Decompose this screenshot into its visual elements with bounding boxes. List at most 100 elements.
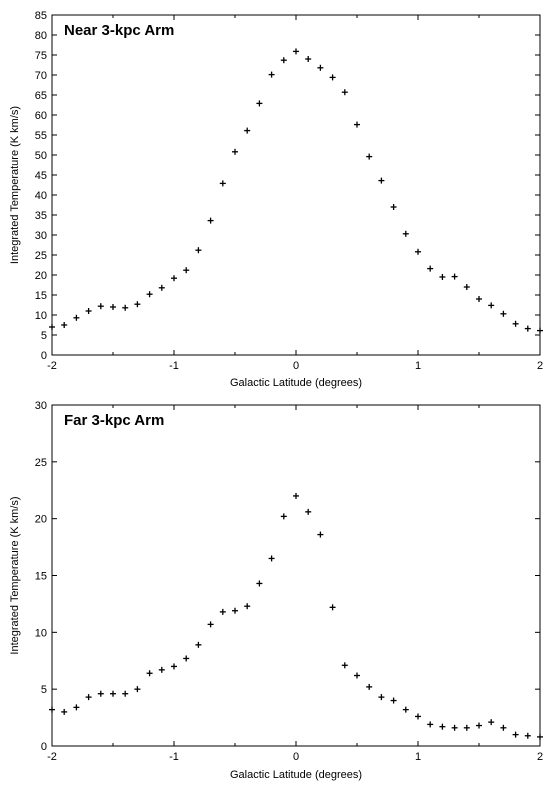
data-point [110,690,116,697]
x-tick-label: 2 [537,360,543,372]
data-point [476,296,482,302]
y-tick-label: 15 [35,571,47,583]
y-tick-label: 5 [41,330,47,342]
y-tick-label: 75 [35,50,47,62]
data-point [268,71,275,78]
y-tick-label: 25 [35,250,47,262]
data-point [427,721,434,728]
data-point [500,724,507,731]
data-point [305,56,312,62]
data-point [183,655,190,662]
y-tick-label: 25 [35,457,47,469]
x-tick-label: 2 [537,751,543,763]
y-tick-label: 35 [35,210,47,222]
x-tick-label: 0 [293,751,299,763]
data-point [415,713,421,720]
y-tick-label: 60 [35,110,47,122]
data-point [61,708,68,715]
data-point [268,555,275,562]
data-point [158,666,165,673]
chart-title: Near 3-kpc Arm [64,22,174,39]
data-point [280,57,287,64]
y-tick-label: 10 [35,310,47,322]
data-point [305,508,312,515]
data-point [146,291,153,298]
y-tick-label: 50 [35,150,47,162]
data-point [207,621,214,628]
data-point [171,275,177,282]
x-axis-label: Galactic Latitude (degrees) [230,769,362,781]
y-tick-label: 20 [35,514,47,526]
y-axis-label: Integrated Temperature (K km/s) [9,496,21,654]
data-point [354,121,360,128]
y-tick-label: 0 [41,350,47,362]
data-point [122,304,129,311]
x-tick-label: 1 [415,360,421,372]
y-tick-label: 65 [35,90,47,102]
data-point [146,670,153,677]
data-point [61,322,68,328]
data-point [329,74,336,81]
x-tick-label: 1 [415,751,421,763]
data-point [73,314,80,321]
y-tick-label: 70 [35,70,47,82]
data-point [195,641,202,648]
data-point [85,308,92,314]
y-tick-label: 55 [35,130,47,142]
data-point [378,694,385,701]
x-tick-label: -1 [169,751,179,763]
data-point [122,690,129,697]
data-point [451,724,458,731]
data-point [244,603,251,610]
data-point [280,513,287,520]
y-tick-label: 85 [35,10,47,22]
chart-title: Far 3-kpc Arm [64,412,164,429]
data-point [219,180,226,187]
data-point [256,580,263,587]
data-point [354,672,360,679]
data-point [293,48,299,55]
data-point [85,694,92,701]
y-axis-label: Integrated Temperature (K km/s) [9,106,21,264]
x-tick-label: -2 [47,751,57,763]
data-point [158,284,165,291]
y-tick-label: 10 [35,627,47,639]
data-point [415,248,421,255]
data-point [110,304,116,310]
y-tick-label: 0 [41,741,47,753]
data-point [512,320,519,327]
data-point [134,301,141,308]
near-arm-panel: -2 -1 0 1 2051015202530354045505560657075808… [9,10,543,389]
data-point [232,148,238,155]
data-point [134,686,141,693]
data-point [488,719,495,726]
data-point [537,327,543,334]
data-point [183,267,190,274]
y-tick-label: 5 [41,684,47,696]
data-point [49,324,55,330]
plot-frame [51,14,541,356]
data-point [195,247,202,254]
data-point [488,302,495,309]
data-point [537,733,543,740]
data-point [207,217,214,224]
data-point [390,204,397,210]
data-point [512,731,519,738]
x-axis-label: Galactic Latitude (degrees) [230,377,362,389]
data-point [341,89,348,96]
data-point [463,284,470,290]
data-point [500,310,507,317]
y-tick-label: 45 [35,170,47,182]
data-point [402,230,409,237]
data-point [366,153,373,160]
data-point [463,724,470,731]
y-tick-label: 30 [35,230,47,242]
y-tick-label: 80 [35,30,47,42]
data-point [219,608,226,615]
data-point [402,706,409,713]
data-point [256,100,263,107]
data-point [427,265,434,272]
x-tick-label: -2 [47,360,57,372]
data-point [244,127,251,134]
